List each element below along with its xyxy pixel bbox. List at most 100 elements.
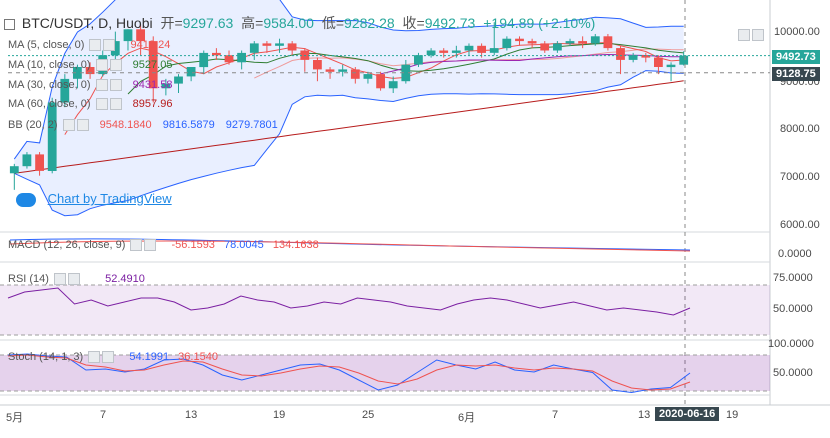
- bb-legend[interactable]: BB (20, 2) 9548.1840 9816.5879 9279.7801: [8, 118, 278, 132]
- ma5-value: 9413.24: [130, 39, 171, 51]
- scale-down-icon[interactable]: [738, 29, 750, 42]
- time-tick: 19: [273, 409, 286, 421]
- bb-lower-line: [14, 70, 684, 217]
- high-value: 9584.00: [263, 15, 314, 31]
- candle-body: [262, 43, 272, 46]
- candle-body: [439, 50, 449, 53]
- candle-body: [679, 55, 689, 65]
- ma10-legend[interactable]: MA (10, close, 0) 9527.05: [8, 58, 172, 72]
- macd-label: MACD (12, 26, close, 9): [8, 239, 126, 251]
- time-tick: 25: [362, 409, 375, 421]
- settings-icon[interactable]: [89, 39, 102, 52]
- candle-body: [287, 43, 297, 51]
- open-value: 9297.63: [182, 15, 234, 31]
- change-value: +194.89 (+2.10%): [483, 15, 596, 31]
- settings-icon[interactable]: [95, 59, 108, 72]
- candle-body: [641, 55, 651, 58]
- close-icon[interactable]: [144, 239, 157, 252]
- price-tick: 6000.00: [780, 219, 820, 231]
- candle-body: [224, 55, 234, 63]
- close-icon[interactable]: [109, 79, 122, 92]
- close-icon[interactable]: [68, 273, 81, 286]
- settings-icon[interactable]: [95, 79, 108, 92]
- ma60-legend[interactable]: MA (60, close, 0) 8957.96: [8, 97, 172, 111]
- symbol-header: BTC/USDT, D, Huobi 开=9297.63 高=9584.00 低…: [4, 14, 599, 32]
- close-icon[interactable]: [109, 98, 122, 111]
- candle-body: [527, 41, 537, 44]
- candle-body: [578, 41, 587, 44]
- candle-body: [540, 43, 550, 51]
- candle-body: [603, 36, 613, 49]
- candle-body: [590, 36, 600, 44]
- rsi-label: RSI (14): [8, 273, 49, 285]
- close-icon[interactable]: [103, 39, 116, 52]
- macd-legend[interactable]: MACD (12, 26, close, 9) -56.1593 78.0045…: [8, 238, 319, 252]
- high-label: 高=: [241, 15, 264, 31]
- close-icon[interactable]: [102, 351, 115, 364]
- settings-icon[interactable]: [62, 119, 75, 132]
- settings-icon[interactable]: [54, 273, 67, 286]
- candle-body: [73, 67, 82, 79]
- candle-body: [249, 43, 259, 53]
- candle-body: [363, 74, 373, 79]
- ma30-label: MA (30, close, 0): [8, 79, 91, 91]
- stoch-tick: 100.0000: [768, 338, 814, 350]
- settings-icon[interactable]: [88, 351, 101, 364]
- macd-hist-value: -56.1593: [171, 239, 215, 251]
- time-tick: 5月: [6, 412, 24, 424]
- candle-body: [414, 55, 423, 65]
- scale-buttons[interactable]: [736, 28, 764, 42]
- ma10-value: 9527.05: [132, 59, 173, 71]
- rsi-legend[interactable]: RSI (14) 52.4910: [8, 272, 145, 286]
- candle-body: [502, 38, 512, 49]
- ma5-label: MA (5, close, 0): [8, 39, 85, 51]
- bb-lower-value: 9279.7801: [225, 119, 278, 131]
- ma5-legend[interactable]: MA (5, close, 0) 9413.24: [8, 38, 170, 52]
- low-value: 9282.28: [344, 15, 395, 31]
- ma10-label: MA (10, close, 0): [8, 59, 91, 71]
- candle-body: [35, 154, 44, 171]
- scale-up-icon[interactable]: [752, 29, 764, 42]
- close-icon[interactable]: [76, 119, 89, 132]
- time-tick: 13: [638, 409, 651, 421]
- stoch-legend[interactable]: Stoch (14, 1, 3) 54.1991 36.1540: [8, 350, 218, 364]
- branding-text: Chart by TradingView: [47, 191, 172, 206]
- bb-upper-line: [13, 0, 684, 160]
- stoch-band: [0, 355, 770, 391]
- close-icon[interactable]: [109, 59, 122, 72]
- candle-body: [47, 102, 57, 171]
- rsi-tick: 75.0000: [773, 272, 813, 284]
- time-tick: 6月: [458, 412, 476, 424]
- settings-icon[interactable]: [130, 239, 143, 252]
- candle-body: [9, 166, 19, 174]
- ma30-legend[interactable]: MA (30, close, 0) 9431.58: [8, 78, 172, 92]
- candle-body: [565, 41, 575, 44]
- candle-body: [237, 52, 246, 63]
- stoch-tick: 50.0000: [773, 367, 813, 379]
- collapse-icon[interactable]: [4, 18, 15, 30]
- bb-upper-value: 9816.5879: [162, 119, 215, 131]
- candle-body: [451, 50, 461, 53]
- last-price-tag: 9492.73: [772, 50, 820, 64]
- candle-body: [477, 45, 486, 53]
- rsi-band: [0, 285, 770, 335]
- candle-body: [515, 38, 524, 42]
- price-tick: 10000.00: [774, 26, 820, 38]
- candle-body: [161, 83, 171, 89]
- rsi-tick: 50.0000: [773, 303, 813, 315]
- macd-signal-line: [9, 240, 691, 252]
- candle-body: [401, 64, 411, 82]
- settings-icon[interactable]: [95, 98, 108, 111]
- price-tick: 8000.00: [780, 123, 820, 135]
- candle-body: [174, 76, 183, 84]
- stoch-k-value: 54.1991: [129, 351, 170, 363]
- close-value: 9492.73: [424, 15, 476, 31]
- candle-body: [426, 50, 436, 56]
- time-tick: 19: [726, 409, 739, 421]
- candle-body: [22, 154, 32, 167]
- stoch-d-line: [7, 354, 691, 391]
- time-tick: 7: [552, 409, 559, 421]
- tradingview-branding[interactable]: Chart by TradingView: [16, 191, 172, 207]
